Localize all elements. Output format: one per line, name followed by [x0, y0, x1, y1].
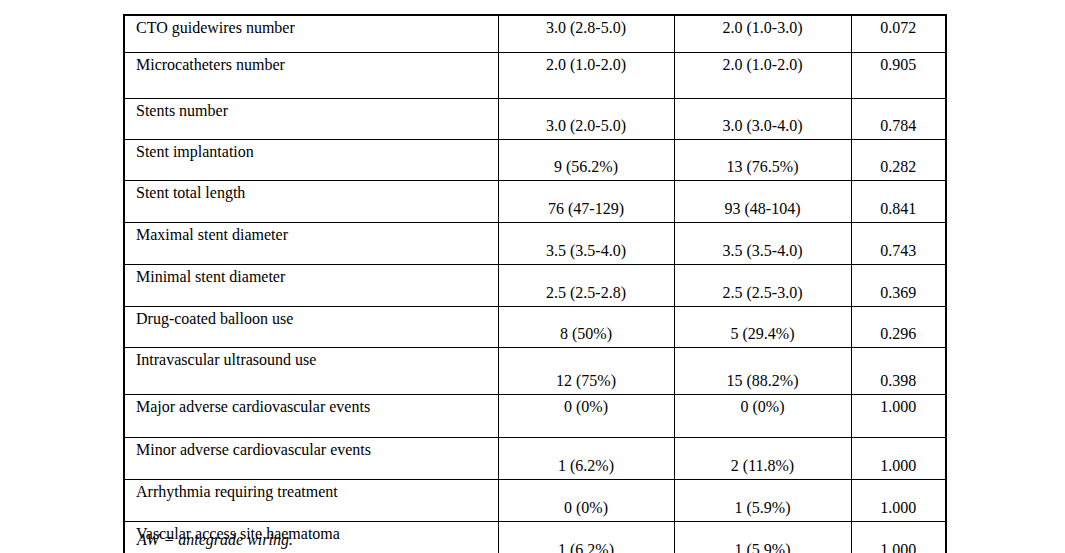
- group2-value: 2.5 (2.5-3.0): [674, 265, 851, 307]
- p-value: 1.000: [851, 480, 946, 522]
- results-table: CTO guidewires number 3.0 (2.8-5.0) 2.0 …: [123, 14, 947, 553]
- row-label: Maximal stent diameter: [124, 223, 498, 265]
- group2-value: 3.5 (3.5-4.0): [674, 223, 851, 265]
- group2-value: 15 (88.2%): [674, 348, 851, 395]
- group1-value: 0 (0%): [498, 480, 674, 522]
- row-label: Microcatheters number: [124, 53, 498, 99]
- group2-value: 2.0 (1.0-3.0): [674, 15, 851, 53]
- group1-value: 12 (75%): [498, 348, 674, 395]
- group2-value: 1 (5.9%): [674, 522, 851, 553]
- p-value: 0.072: [851, 15, 946, 53]
- table-row: Minor adverse cardiovascular events 1 (6…: [124, 438, 946, 480]
- group2-value: 5 (29.4%): [674, 307, 851, 348]
- group2-value: 0 (0%): [674, 395, 851, 438]
- row-label: Minimal stent diameter: [124, 265, 498, 307]
- group1-value: 76 (47-129): [498, 181, 674, 223]
- table-row: Stent total length 76 (47-129) 93 (48-10…: [124, 181, 946, 223]
- p-value: 1.000: [851, 522, 946, 553]
- group1-value: 0 (0%): [498, 395, 674, 438]
- group1-value: 2.5 (2.5-2.8): [498, 265, 674, 307]
- p-value: 0.369: [851, 265, 946, 307]
- p-value: 0.743: [851, 223, 946, 265]
- p-value: 0.784: [851, 99, 946, 140]
- group1-value: 3.0 (2.0-5.0): [498, 99, 674, 140]
- group1-value: 2.0 (1.0-2.0): [498, 53, 674, 99]
- row-label: Major adverse cardiovascular events: [124, 395, 498, 438]
- row-label: Stent total length: [124, 181, 498, 223]
- table-footnote: AW = antegrade wiring.: [137, 531, 293, 549]
- table-row: Intravascular ultrasound use 12 (75%) 15…: [124, 348, 946, 395]
- p-value: 0.398: [851, 348, 946, 395]
- p-value: 0.282: [851, 140, 946, 181]
- row-label: Intravascular ultrasound use: [124, 348, 498, 395]
- group1-value: 3.0 (2.8-5.0): [498, 15, 674, 53]
- group2-value: 93 (48-104): [674, 181, 851, 223]
- row-label: Stents number: [124, 99, 498, 140]
- group1-value: 9 (56.2%): [498, 140, 674, 181]
- group1-value: 1 (6.2%): [498, 522, 674, 553]
- p-value: 0.841: [851, 181, 946, 223]
- table-row: Stents number 3.0 (2.0-5.0) 3.0 (3.0-4.0…: [124, 99, 946, 140]
- row-label: CTO guidewires number: [124, 15, 498, 53]
- p-value: 1.000: [851, 395, 946, 438]
- document-page: CTO guidewires number 3.0 (2.8-5.0) 2.0 …: [0, 0, 1065, 553]
- table-row: Major adverse cardiovascular events 0 (0…: [124, 395, 946, 438]
- results-table-body: CTO guidewires number 3.0 (2.8-5.0) 2.0 …: [124, 15, 946, 553]
- group2-value: 2 (11.8%): [674, 438, 851, 480]
- group1-value: 1 (6.2%): [498, 438, 674, 480]
- p-value: 1.000: [851, 438, 946, 480]
- table-row: Maximal stent diameter 3.5 (3.5-4.0) 3.5…: [124, 223, 946, 265]
- table-row: Minimal stent diameter 2.5 (2.5-2.8) 2.5…: [124, 265, 946, 307]
- group2-value: 2.0 (1.0-2.0): [674, 53, 851, 99]
- row-label: Arrhythmia requiring treatment: [124, 480, 498, 522]
- table-row: Stent implantation 9 (56.2%) 13 (76.5%) …: [124, 140, 946, 181]
- results-table-container: CTO guidewires number 3.0 (2.8-5.0) 2.0 …: [123, 14, 947, 553]
- group2-value: 13 (76.5%): [674, 140, 851, 181]
- row-label: Drug-coated balloon use: [124, 307, 498, 348]
- group1-value: 8 (50%): [498, 307, 674, 348]
- row-label: Minor adverse cardiovascular events: [124, 438, 498, 480]
- table-row: CTO guidewires number 3.0 (2.8-5.0) 2.0 …: [124, 15, 946, 53]
- group1-value: 3.5 (3.5-4.0): [498, 223, 674, 265]
- table-row: Drug-coated balloon use 8 (50%) 5 (29.4%…: [124, 307, 946, 348]
- table-row: Arrhythmia requiring treatment 0 (0%) 1 …: [124, 480, 946, 522]
- p-value: 0.905: [851, 53, 946, 99]
- group2-value: 1 (5.9%): [674, 480, 851, 522]
- p-value: 0.296: [851, 307, 946, 348]
- row-label: Stent implantation: [124, 140, 498, 181]
- table-row: Microcatheters number 2.0 (1.0-2.0) 2.0 …: [124, 53, 946, 99]
- group2-value: 3.0 (3.0-4.0): [674, 99, 851, 140]
